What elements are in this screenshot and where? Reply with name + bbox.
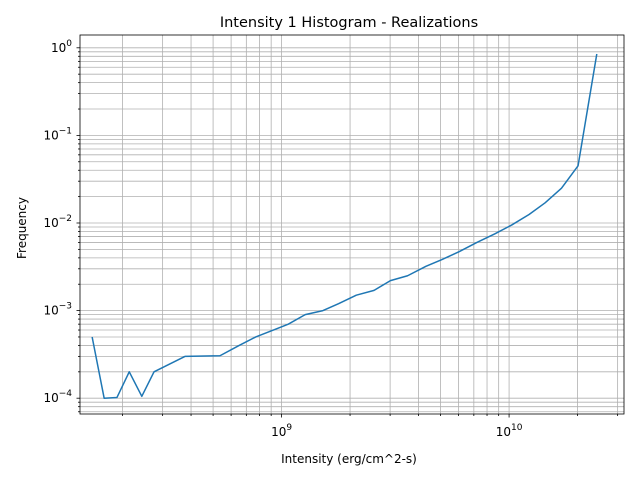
x-tick-label: 1010 [496, 423, 523, 439]
data-point [141, 395, 143, 397]
data-point [511, 224, 513, 226]
y-axis-label: Frequency [15, 197, 29, 259]
data-point [407, 275, 409, 277]
data-point [389, 280, 391, 282]
data-point [561, 187, 563, 189]
data-point [544, 202, 546, 204]
y-tick-label: 10−4 [43, 389, 72, 405]
grid [80, 35, 624, 414]
data-point [440, 259, 442, 261]
data-point [494, 233, 496, 235]
data-point [255, 336, 257, 338]
data-point [116, 396, 118, 398]
data-point [219, 355, 221, 357]
data-point [103, 397, 105, 399]
data-point [596, 53, 598, 55]
data-point [91, 336, 93, 338]
data-series-line [91, 53, 598, 399]
data-point [373, 289, 375, 291]
plot-frame [79, 34, 625, 415]
y-tick-label: 10−2 [43, 214, 72, 230]
data-point [322, 310, 324, 312]
data-point [338, 303, 340, 305]
data-point [304, 314, 306, 316]
y-tick-label: 10−1 [43, 126, 72, 142]
y-tick-label: 10−3 [43, 302, 72, 318]
data-point [184, 355, 186, 357]
data-point [153, 371, 155, 373]
data-point [272, 329, 274, 331]
data-point [355, 294, 357, 296]
y-tick-label: 100 [51, 39, 72, 55]
chart-title: Intensity 1 Histogram - Realizations [220, 15, 478, 31]
data-point [287, 323, 289, 325]
data-point [238, 344, 240, 346]
data-point [577, 165, 579, 167]
data-point [458, 251, 460, 253]
data-point [425, 265, 427, 267]
data-point [128, 371, 130, 373]
data-point [528, 214, 530, 216]
x-tick-label: 109 [271, 423, 292, 439]
data-point [476, 241, 478, 243]
x-axis-label: Intensity (erg/cm^2-s) [281, 452, 417, 466]
tick-labels: 109 1010 10−4 10−3 10−2 10−1 100 [43, 39, 522, 439]
